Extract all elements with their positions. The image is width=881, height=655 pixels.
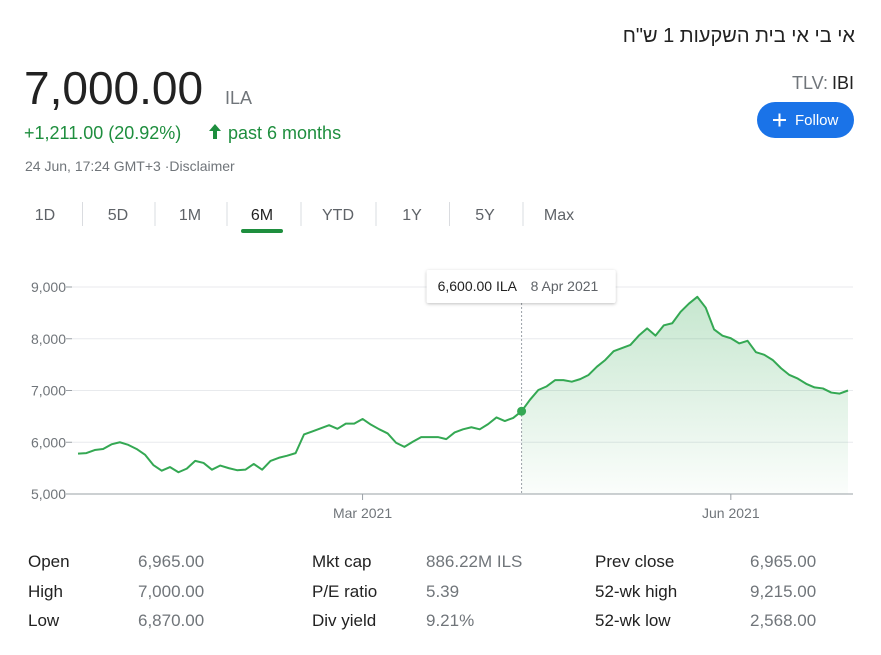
timestamp: 24 Jun, 17:24 GMT+3 ·: [25, 158, 169, 174]
follow-label[interactable]: Follow: [795, 112, 839, 129]
y-tick-label: 9,000: [31, 279, 66, 295]
range-tab[interactable]: Max: [544, 207, 574, 224]
price-line: [77, 295, 849, 474]
y-tick-label: 7,000: [31, 383, 66, 399]
y-tick-label: 5,000: [31, 486, 66, 502]
hover-area: [521, 296, 848, 494]
range-tab[interactable]: 1D: [35, 207, 55, 224]
range-tab[interactable]: YTD: [322, 207, 354, 224]
exchange: TLV:: [792, 73, 828, 93]
range-tab[interactable]: 1M: [179, 207, 201, 224]
stat-value: 9,215.00: [750, 582, 816, 601]
stat-label: 52-wk low: [595, 611, 671, 630]
follow-plus-icon[interactable]: [773, 113, 786, 127]
y-tick-label: 8,000: [31, 331, 66, 347]
price-chart: 5,000 6,000 7,000 8,000 9,000 Mar 2021 Jun 202…: [31, 270, 853, 521]
follow-button-bg[interactable]: [757, 102, 854, 138]
stat-value: 9.21%: [426, 611, 474, 630]
stock-title: אי בי אי בית השקעות 1 ש"ח: [623, 25, 856, 47]
stat-label: Open: [28, 552, 70, 571]
range-tab[interactable]: 6M: [251, 207, 273, 224]
change-period: past 6 months: [228, 123, 341, 143]
follow-button[interactable]: Follow: [757, 102, 854, 138]
stat-label: Prev close: [595, 552, 674, 571]
stat-value: 7,000.00: [138, 582, 204, 601]
x-tick-label: Mar 2021: [333, 505, 392, 521]
stat-label: High: [28, 582, 63, 601]
change: +1,211.00 (20.92%): [24, 123, 181, 143]
stat-label: Mkt cap: [312, 552, 372, 571]
currency: ILA: [225, 88, 252, 108]
stat-value: 6,870.00: [138, 611, 204, 630]
timestamp-line: 24 Jun, 17:24 GMT+3 ·Disclaimer: [25, 158, 235, 174]
ticker-line: TLV: IBI: [792, 73, 854, 93]
disclaimer-link[interactable]: Disclaimer: [169, 158, 235, 174]
range-tab[interactable]: 1Y: [402, 207, 422, 224]
stat-value: 6,965.00: [750, 552, 816, 571]
stat-value: 5.39: [426, 582, 459, 601]
tooltip-box: [426, 270, 616, 303]
stat-label: Low: [28, 611, 60, 630]
range-tab[interactable]: 5D: [108, 207, 128, 224]
stat-value: 2,568.00: [750, 611, 816, 630]
stat-value: 6,965.00: [138, 552, 204, 571]
stats-table: Open 6,965.00 High 7,000.00 Low 6,870.00 Mkt c…: [28, 552, 816, 630]
range-tabs: 1D 5D 1M 6M YTD 1Y 5Y Max: [35, 202, 574, 233]
stat-label: 52-wk high: [595, 582, 677, 601]
tooltip-date: 8 Apr 2021: [531, 278, 599, 294]
range-tab[interactable]: 5Y: [475, 207, 495, 224]
stat-label: Div yield: [312, 611, 376, 630]
up-arrow-icon: [209, 124, 221, 139]
tooltip-value: 6,600.00 ILA: [438, 278, 518, 294]
stat-value: 886.22M ILS: [426, 552, 522, 571]
stat-label: P/E ratio: [312, 582, 377, 601]
hover-point: [517, 406, 527, 416]
price: 7,000.00: [24, 62, 203, 114]
x-tick-label: Jun 2021: [702, 505, 760, 521]
ticker: IBI: [832, 73, 854, 93]
selected-tab-indicator: [241, 229, 283, 233]
y-tick-label: 6,000: [31, 434, 66, 450]
